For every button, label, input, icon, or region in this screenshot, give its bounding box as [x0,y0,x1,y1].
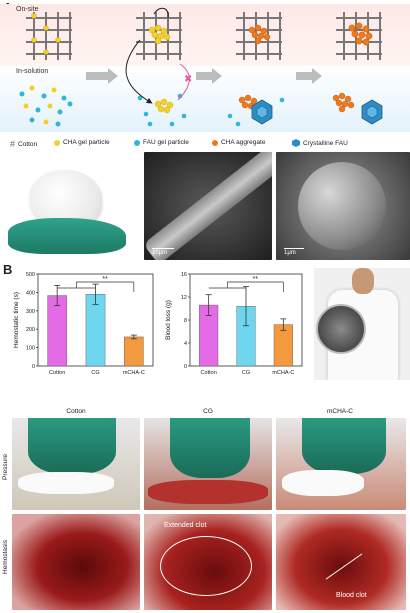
extended-clot-outline [160,536,252,596]
y-tick-label: 0 [184,364,187,370]
hemostasis-mcha-c-photo: Blood clot [276,514,406,610]
blood-clot-arrow [325,553,363,580]
hemostatic-time-chart: 0 100 200 300 400 500 Hemostatic time (s) Cotto… [13,272,154,376]
col-label-cotton: Cotton [66,408,86,415]
x-tick-label-mcha-c: mCHA-C [123,370,145,376]
y-tick-label: 500 [26,272,35,278]
legend-cotton: # Cotton [10,139,38,149]
on-site-band [0,4,410,66]
cotton-grid-1 [25,11,73,61]
glove [28,418,116,474]
col-label-mcha-c: mCHA-C [327,408,353,415]
scale-bar-1um: 1μm [284,248,304,256]
pressure-mcha-c-photo [276,418,406,510]
legend-cha-aggregate: CHA aggregate [212,139,265,146]
green-gloved-hand [8,218,126,254]
y-tick-label: 400 [26,290,35,296]
orange-cluster-icon [212,139,218,146]
x-tick-label-cotton: Cotton [201,370,217,376]
bar-mcha-c [273,324,293,367]
glove [302,418,386,474]
x-tick-label-cotton: Cotton [49,370,65,376]
pressure-cotton-photo [12,418,140,510]
x-tick-label-mcha-c: mCHA-C [272,370,294,376]
pressure-cg-photo [144,418,272,510]
significance-label: ** [102,276,108,283]
y-tick-label: 8 [184,318,187,324]
significance-label: ** [253,276,259,283]
row-label-hemostasis: Hemostasis [2,540,9,574]
y-tick-label: 16 [181,272,187,278]
gauze [18,472,114,494]
hemostasis-cotton-photo [12,514,140,610]
col-label-cg: CG [203,408,213,415]
y-axis-label: Hemostatic time (s) [13,292,20,348]
fiber-strand [144,152,272,260]
y-tick-label: 4 [184,341,187,347]
scale-bar-10um: 10μm [152,248,174,256]
legend-cha-gel: CHA gel particle [54,139,110,146]
glove [170,418,250,478]
sem-inset-circle [316,304,366,354]
row-label-pressure: Pressure [2,453,9,480]
blood-loss-chart: 0 4 8 12 16 Blood loss (g) Cotton CG mCHA-C ** [165,272,303,376]
wound [148,480,268,504]
y-tick-label: 0 [32,364,35,370]
y-tick-label: 12 [181,295,187,301]
person-wearing-shirt-photo [314,268,410,380]
extended-clot-label: Extended clot [164,522,207,529]
bar-cotton [47,295,67,367]
blood-clot-label: Blood clot [336,592,367,599]
hemostasis-cg-photo: Extended clot [144,514,272,610]
cha-sphere [298,162,386,250]
y-axis-label: Blood loss (g) [165,300,172,340]
on-site-label: On-site [16,6,39,13]
panel-b-letter: B [3,262,13,277]
hand-gauze-photo [0,152,140,260]
in-solution-label: In-solution [16,68,49,75]
hexagon-crystal-icon [292,139,300,147]
svg-text:✖: ✖ [184,74,192,85]
y-tick-label: 300 [26,309,35,315]
cotton-grid-icon: # [10,139,16,149]
x-tick-label-cg: CG [242,370,250,376]
blue-dot-icon [134,139,140,146]
legend-fau-gel: FAU gel particle [134,139,189,146]
y-tick-label: 100 [26,346,35,352]
sem-aggregate-image: 1μm [276,152,410,260]
y-tick-label: 200 [26,327,35,333]
gauze [282,470,364,496]
bar-cg [85,294,106,367]
legend-crystalline-fau: Crystalline FAU [292,139,348,147]
head [352,268,374,294]
mechanism-schematic: ✖ [19,7,383,127]
yellow-dot-icon [54,139,60,146]
x-tick-label-cg: CG [91,370,99,376]
bar-mcha-c [124,336,144,367]
sem-fiber-image: 10μm [144,152,272,260]
